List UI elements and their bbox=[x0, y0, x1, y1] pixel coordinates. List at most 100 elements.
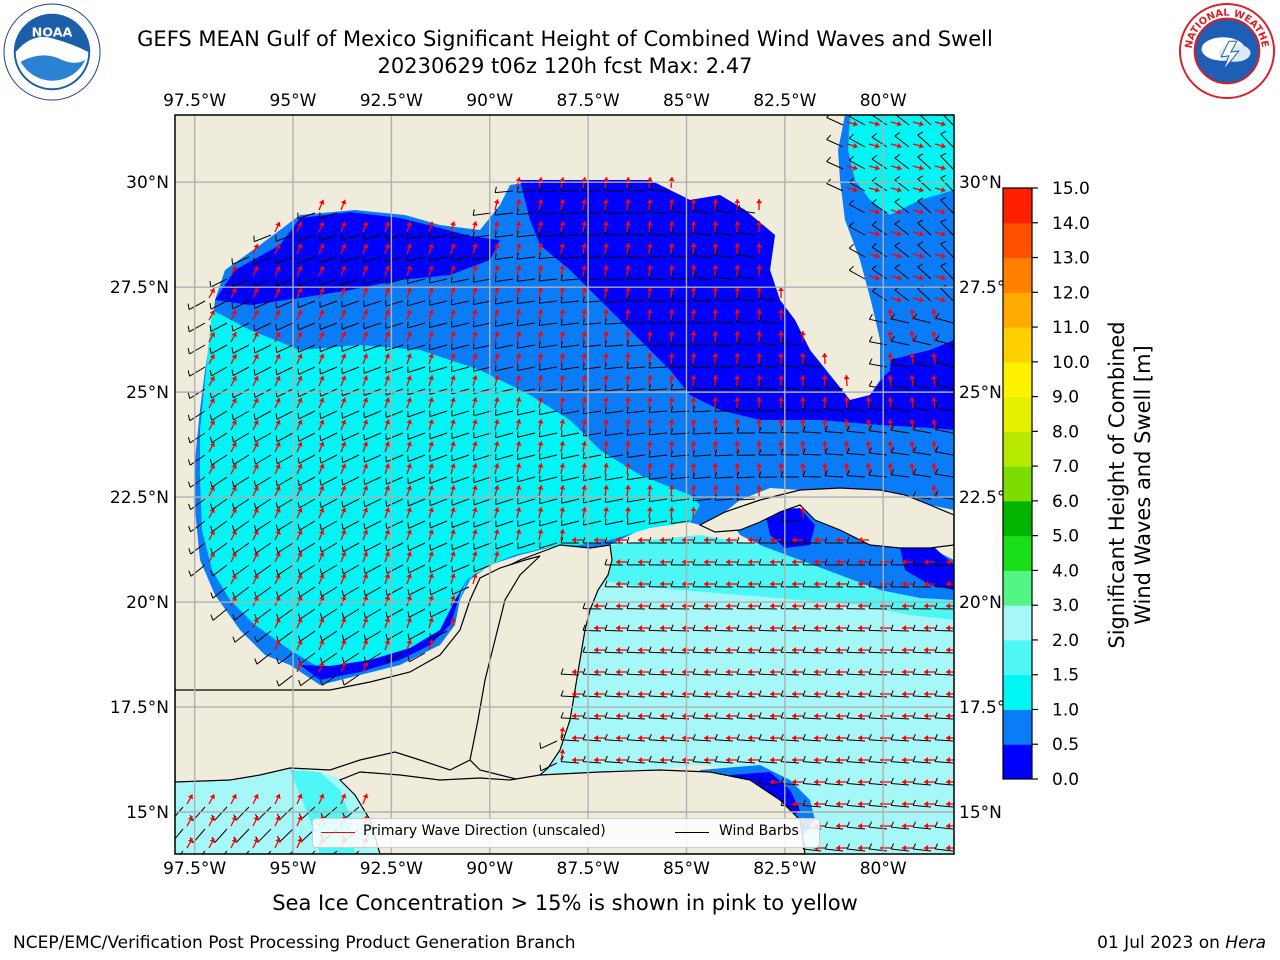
wind-barb-feather bbox=[890, 402, 895, 409]
legend-wave-line bbox=[321, 832, 355, 833]
wave-arrow-head bbox=[450, 287, 456, 293]
wave-arrow-head bbox=[275, 530, 281, 535]
wave-arrow-head bbox=[924, 559, 929, 565]
wave-arrow-head bbox=[297, 309, 303, 315]
wind-barb bbox=[583, 432, 602, 437]
wind-barb-feather bbox=[231, 325, 234, 332]
wind-barb-feather bbox=[560, 712, 564, 719]
wave-arrow-head bbox=[572, 537, 577, 543]
wave-arrow-head bbox=[902, 581, 907, 587]
wave-arrow-head bbox=[799, 353, 806, 358]
wind-barb-feather bbox=[626, 451, 629, 458]
wind-barb-feather bbox=[210, 525, 213, 532]
lon-tick-label-top: 97.5°W bbox=[163, 91, 226, 111]
wind-barb-feather bbox=[341, 412, 343, 419]
wind-barb bbox=[407, 322, 426, 329]
wave-arrow-head bbox=[858, 801, 863, 807]
wave-arrow-head bbox=[406, 221, 413, 227]
wind-barb-feather bbox=[868, 580, 872, 587]
wind-barb bbox=[408, 498, 426, 507]
wave-arrow-head bbox=[275, 310, 281, 315]
wind-barb-feather bbox=[670, 339, 674, 346]
wave-arrow-head bbox=[537, 507, 544, 512]
wave-arrow-head bbox=[537, 397, 544, 402]
wind-barb bbox=[605, 432, 624, 437]
wind-barb-feather bbox=[714, 602, 718, 609]
wind-barb bbox=[473, 542, 492, 550]
wave-arrow-head bbox=[940, 120, 946, 127]
wave-arrow-head bbox=[297, 397, 303, 403]
nws-logo: NATIONAL WEATHER SERVICE bbox=[1178, 2, 1276, 100]
wind-barb-feather bbox=[538, 408, 541, 415]
wave-arrow-head bbox=[362, 661, 369, 667]
wind-barb bbox=[277, 586, 294, 598]
wind-barb bbox=[737, 321, 756, 324]
wind-barb-feather bbox=[802, 426, 806, 433]
legend-wave-label: Primary Wave Direction (unscaled) bbox=[363, 823, 606, 839]
wind-barb-feather bbox=[231, 391, 234, 398]
wind-barb bbox=[256, 608, 272, 621]
wave-arrow-head bbox=[682, 537, 687, 543]
wind-barb bbox=[254, 300, 272, 309]
wave-arrow-head bbox=[515, 397, 522, 402]
wind-barb bbox=[869, 474, 888, 478]
wind-barb bbox=[319, 234, 338, 241]
wind-barb-feather bbox=[626, 690, 630, 697]
wave-arrow-head bbox=[231, 398, 237, 404]
wave-arrow-head bbox=[275, 442, 281, 447]
wind-barb-feather bbox=[341, 478, 344, 485]
wave-arrow-head bbox=[559, 419, 566, 424]
wind-barb bbox=[342, 542, 360, 553]
wind-barb-feather bbox=[450, 232, 453, 239]
wind-barb-feather bbox=[275, 435, 278, 442]
wave-arrow-head bbox=[450, 441, 456, 447]
wind-barb-feather bbox=[187, 459, 191, 466]
wind-barb-feather bbox=[494, 231, 497, 238]
wind-barb bbox=[759, 343, 778, 346]
wind-barb bbox=[605, 388, 624, 392]
wind-barb-feather bbox=[319, 635, 323, 642]
wave-arrow-head bbox=[493, 309, 500, 314]
wind-barb-feather bbox=[582, 602, 586, 609]
wind-barb-feather bbox=[209, 481, 213, 488]
wind-barb-feather bbox=[538, 319, 541, 326]
wave-arrow-head bbox=[918, 296, 924, 303]
wave-arrow-head bbox=[231, 288, 237, 294]
wind-barb-feather bbox=[736, 646, 740, 653]
wind-barb-feather bbox=[758, 602, 762, 609]
wave-arrow-head bbox=[668, 507, 675, 512]
wind-barb-feather bbox=[736, 316, 740, 322]
wave-arrow-head bbox=[858, 757, 863, 763]
wind-barb bbox=[343, 674, 360, 686]
wave-arrow-head bbox=[625, 397, 631, 402]
wind-barb-feather bbox=[871, 242, 877, 248]
wave-arrow-head bbox=[603, 507, 609, 512]
wave-arrow-head bbox=[918, 208, 924, 215]
wind-barb-feather bbox=[407, 500, 409, 507]
wave-arrow-head bbox=[814, 669, 819, 675]
wind-barb-feather bbox=[736, 471, 740, 478]
wave-arrow-head bbox=[319, 331, 325, 337]
wind-barb-feather bbox=[626, 406, 629, 414]
wind-barb bbox=[210, 278, 228, 288]
wind-barb-feather bbox=[648, 206, 652, 213]
wave-arrow-head bbox=[931, 485, 937, 490]
wind-barb bbox=[386, 586, 404, 596]
wind-barb-feather bbox=[714, 405, 718, 412]
wind-barb bbox=[343, 630, 360, 642]
wind-barb-feather bbox=[582, 385, 585, 392]
wave-arrow-head bbox=[814, 625, 819, 631]
wind-barb bbox=[692, 410, 712, 413]
wave-arrow-head bbox=[603, 265, 609, 270]
wave-arrow-head bbox=[625, 463, 631, 468]
wave-arrow-head bbox=[603, 331, 609, 336]
wave-arrow-head bbox=[537, 331, 544, 336]
wind-barb bbox=[254, 322, 272, 332]
wave-arrow-head bbox=[297, 243, 303, 249]
wind-barb bbox=[343, 652, 360, 664]
wave-arrow-head bbox=[799, 331, 806, 336]
wind-barb bbox=[343, 564, 360, 575]
wind-barb-feather bbox=[736, 712, 740, 719]
wave-arrow-head bbox=[362, 529, 369, 535]
wind-barb bbox=[451, 498, 470, 506]
